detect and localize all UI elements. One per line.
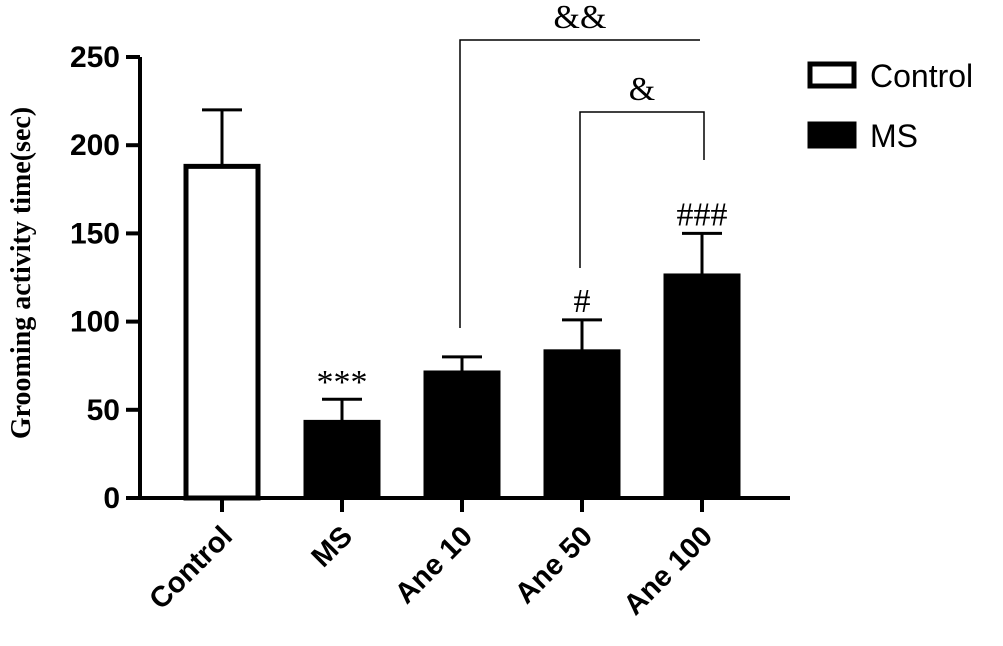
legend-swatch — [807, 61, 857, 89]
legend-label: MS — [870, 118, 918, 154]
bar-ane-100 — [663, 273, 741, 499]
bracket-label: && — [554, 0, 607, 36]
x-tick-label: Ane 10 — [389, 520, 479, 610]
significance-annotation: *** — [317, 364, 368, 401]
y-tick-label: 250 — [70, 41, 120, 74]
bar-ane-10 — [423, 370, 501, 499]
significance-annotation: ### — [677, 196, 728, 233]
y-tick-label: 200 — [70, 129, 120, 162]
x-tick-label: MS — [306, 520, 359, 573]
y-axis-label: Grooming activity time(sec) — [6, 107, 37, 439]
x-tick-label: Control — [143, 520, 239, 616]
legend-label: Control — [870, 58, 973, 94]
significance-annotation: # — [574, 283, 591, 320]
bar-control — [183, 163, 261, 501]
y-tick-label: 50 — [87, 394, 120, 427]
y-tick-label: 0 — [103, 482, 120, 515]
y-tick-label: 100 — [70, 306, 120, 339]
bars: Control MS *** Ane 10 Ane 50 # Ane 100 ### — [143, 108, 741, 622]
bar-ane-50 — [543, 349, 621, 499]
legend: Control MS — [807, 58, 973, 154]
legend-swatch — [807, 121, 857, 149]
significance-bracket — [579, 111, 705, 268]
x-tick-label: Ane 100 — [618, 520, 719, 621]
significance-brackets: &&& — [459, 0, 705, 328]
significance-bracket — [459, 39, 700, 328]
y-tick-label: 150 — [70, 217, 120, 250]
bracket-label: & — [629, 71, 655, 108]
x-tick-label: Ane 50 — [509, 520, 599, 610]
bar-ms — [303, 419, 381, 499]
